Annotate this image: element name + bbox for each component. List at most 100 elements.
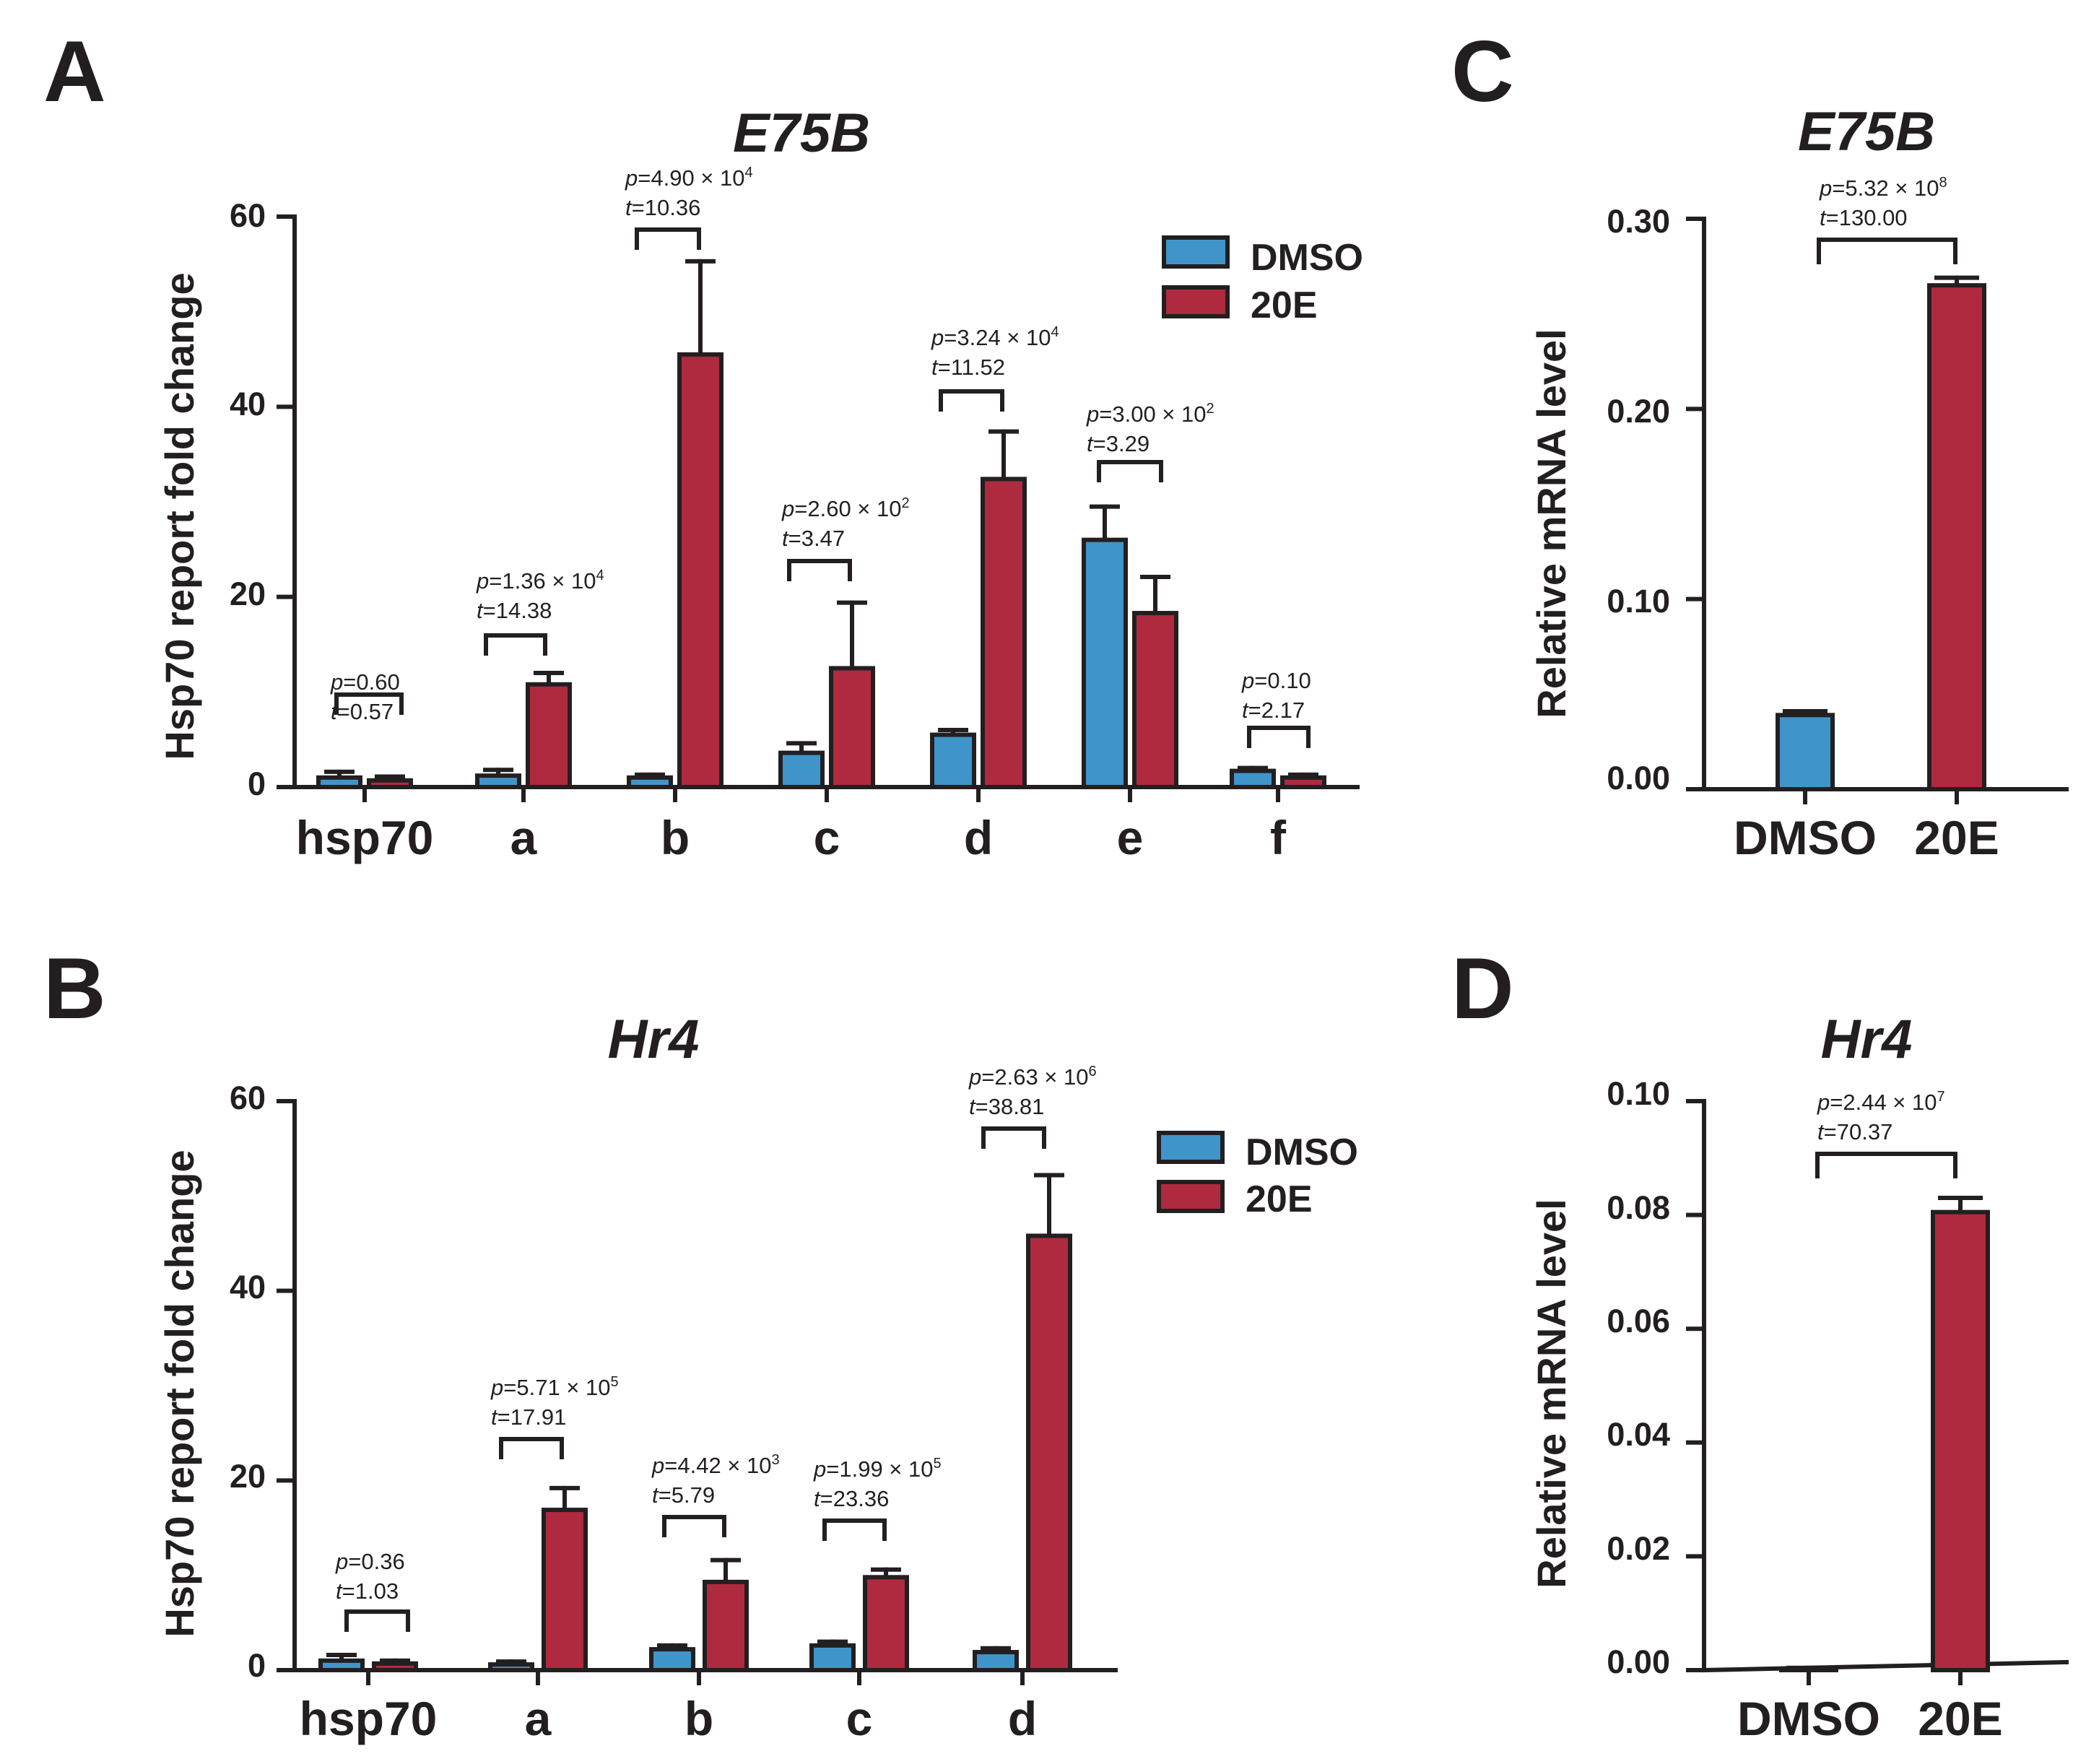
t-value: =5.79 [659,1482,715,1508]
legend-label-20e: 20E [1251,284,1318,326]
x-category-label: 20E [1918,1692,2002,1745]
p-value: =3.00 × 10 [1099,401,1206,427]
p-exponent: 8 [1939,175,1947,191]
x-category-label: 20E [1914,811,1999,864]
t-value: =38.81 [975,1094,1045,1119]
bar-20e-hsp70 [372,1661,418,1672]
stat-annotation: p=0.36 t=1.03 [335,1549,405,1604]
y-tick-label: 20 [230,575,266,612]
y-ticks-a: 0 20 40 60 [230,197,266,802]
p-exponent: 5 [934,1456,942,1472]
svg-text:t=23.36: t=23.36 [814,1486,889,1511]
p-value: =0.36 [348,1549,404,1574]
significance-bracket [1247,726,1311,748]
svg-text:t=130.00: t=130.00 [1820,205,1908,230]
x-category-label: b [661,811,690,864]
x-category-label: d [1008,1692,1037,1745]
legend-swatch-20e [1157,1180,1225,1213]
stat-annotation: p=3.24 × 104 t=11.52 [931,324,1059,380]
p-value: =4.90 × 10 [638,165,744,191]
y-tick-label: 0.08 [1607,1189,1670,1226]
svg-text:t=0.57: t=0.57 [331,699,394,724]
y-axis-label-d: Relative mRNA level [1529,1199,1574,1589]
significance-bracket [787,559,852,581]
y-tick-label: 40 [230,386,266,422]
stat-annotation: p=2.60 × 102 t=3.47 [781,495,910,551]
panel-label-d: D [1451,940,1514,1037]
svg-text:p=3.00 × 102: p=3.00 × 102 [1086,401,1214,427]
legend-a: DMSO 20E [1162,235,1363,326]
svg-text:t=1.03: t=1.03 [336,1578,399,1604]
p-exponent: 3 [772,1452,780,1468]
panel-c: C E75B Relative mRNA level 0.00 0.10 0.2… [1451,23,1999,864]
stat-annotation: p=5.32 × 108 t=130.00 [1819,175,1947,230]
bar-20e-c [829,666,875,790]
bar-dmso-a [488,1662,534,1673]
chart-title-c: E75B [1798,101,1935,162]
x-axis-line [1701,1659,2069,1673]
y-tick-label: 0.20 [1607,393,1670,430]
t-value: =130.00 [1826,205,1908,230]
y-axis-label-a: Hsp70 report fold change [157,272,202,760]
y-axis-label-b: Hsp70 report fold change [157,1150,202,1637]
y-tick-label: 0.30 [1607,203,1670,240]
p-exponent: 7 [1937,1089,1945,1105]
bar-dmso-e [1082,537,1128,790]
legend-swatch-dmso [1157,1131,1225,1164]
svg-text:p=4.42 × 103: p=4.42 × 103 [651,1452,780,1478]
t-value: =17.91 [497,1404,567,1430]
svg-text:p=0.36: p=0.36 [335,1549,405,1574]
t-value: =0.57 [337,699,394,724]
bar-dmso-b [627,775,673,790]
p-value: =0.10 [1254,668,1311,693]
bar-dmso-hsp70 [318,1658,365,1673]
p-value: =1.36 × 10 [489,568,596,594]
svg-text:p=2.63 × 106: p=2.63 × 106 [968,1064,1097,1090]
bar-20e-c [863,1575,909,1672]
y-tick-label: 0.02 [1607,1530,1670,1567]
p-exponent: 2 [1207,401,1214,417]
x-category-label: c [846,1692,873,1745]
y-ticks-d: 0.00 0.02 0.04 0.06 0.08 0.10 [1607,1075,1670,1680]
x-category-label: d [964,811,993,864]
legend-label-dmso: DMSO [1246,1131,1358,1173]
y-tick-label: 0.04 [1607,1416,1670,1453]
x-category-label: e [1117,811,1144,864]
bar-dmso [1779,1667,1838,1673]
panel-b: B Hr4 Hsp70 report fold change 0 20 40 6… [43,940,1358,1745]
significance-bracket [499,1437,564,1459]
p-value: =2.44 × 10 [1830,1090,1937,1115]
svg-text:p=2.60 × 102: p=2.60 × 102 [781,495,910,521]
legend-label-dmso: DMSO [1251,237,1363,279]
bar-dmso-c [778,750,825,789]
bar-20e-d [1026,1233,1072,1672]
bar-dmso-d [930,732,976,789]
legend-swatch-20e [1162,285,1230,318]
bar-20e-f [1280,775,1326,790]
t-value: =10.36 [632,195,701,220]
bar-20e-a [526,682,572,789]
stat-annotation: p=1.99 × 105 t=23.36 [813,1456,942,1511]
significance-bracket [1817,238,1957,264]
p-value: =2.60 × 10 [794,496,901,521]
panel-a: A E75B Hsp70 report fold change 0 20 40 … [43,23,1363,864]
x-category-label: b [685,1692,713,1745]
x-category-label: hsp70 [300,1692,438,1745]
svg-text:p=1.99 × 105: p=1.99 × 105 [813,1456,942,1482]
significance-bracket [662,1515,726,1537]
p-value: =0.60 [343,669,399,695]
bar-20e-e [1132,611,1178,789]
x-category-label: DMSO [1737,1692,1880,1745]
y-axis-label-c: Relative mRNA level [1529,329,1574,718]
p-value: =4.42 × 10 [664,1453,771,1478]
significance-bracket [484,633,547,656]
bar-20e-b [703,1579,749,1673]
legend-b: DMSO 20E [1157,1131,1358,1220]
significance-bracket [822,1518,887,1541]
bar-20e [1927,283,1986,791]
x-category-label: f [1270,811,1287,864]
stat-annotation: p=4.90 × 104 t=10.36 [625,165,753,220]
stat-annotation: p=2.63 × 106 t=38.81 [968,1064,1097,1119]
y-tick-label: 0 [248,1647,266,1684]
